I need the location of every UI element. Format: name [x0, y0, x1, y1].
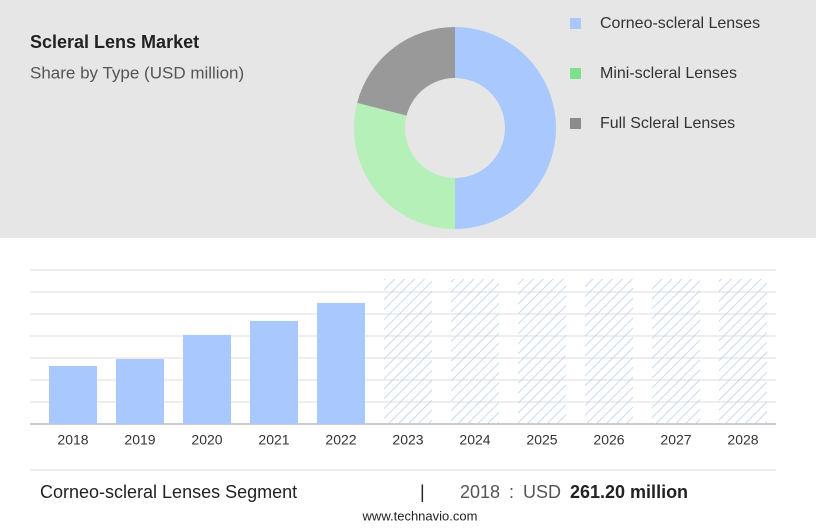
footer-year: 2018: [460, 482, 500, 502]
footer-currency: USD: [523, 482, 561, 502]
bar: [317, 302, 365, 424]
bar: [250, 320, 298, 424]
x-tick-label: 2022: [325, 432, 356, 448]
legend-swatch: [570, 118, 581, 129]
x-tick-label: 2028: [727, 432, 758, 448]
footer-segment: Corneo-scleral Lenses Segment: [40, 482, 297, 502]
x-tick-label: 2019: [124, 432, 155, 448]
forecast-placeholder: [384, 279, 432, 424]
x-tick-label: 2018: [57, 432, 88, 448]
x-tick-label: 2020: [191, 432, 222, 448]
forecast-placeholder: [652, 279, 700, 424]
x-tick-label: 2025: [526, 432, 557, 448]
legend-label: Corneo-scleral Lenses: [600, 15, 760, 32]
donut-slice: [455, 27, 556, 229]
forecast-placeholder: [518, 279, 566, 424]
x-tick-label: 2027: [660, 432, 691, 448]
x-tick-label: 2021: [258, 432, 289, 448]
x-tick-label: 2024: [459, 432, 490, 448]
legend-swatch: [570, 68, 581, 79]
bar: [49, 365, 97, 424]
legend-label: Full Scleral Lenses: [600, 115, 735, 132]
footer-value: 261.20 million: [570, 482, 688, 502]
bar: [183, 334, 231, 424]
legend-swatch: [570, 18, 581, 29]
forecast-placeholder: [585, 279, 633, 424]
x-tick-label: 2023: [392, 432, 423, 448]
bar: [116, 358, 164, 424]
donut-slice: [354, 102, 455, 229]
chart-title: Scleral Lens Market: [30, 32, 199, 52]
forecast-placeholder: [451, 279, 499, 424]
chart-subtitle: Share by Type (USD million): [30, 63, 244, 82]
donut-slice: [357, 27, 455, 116]
footer-colon: :: [509, 482, 514, 502]
source: www.technavio.com: [362, 508, 478, 523]
forecast-placeholder: [719, 279, 767, 424]
legend-label: Mini-scleral Lenses: [600, 65, 737, 82]
x-tick-label: 2026: [593, 432, 624, 448]
footer-separator: |: [420, 482, 425, 502]
